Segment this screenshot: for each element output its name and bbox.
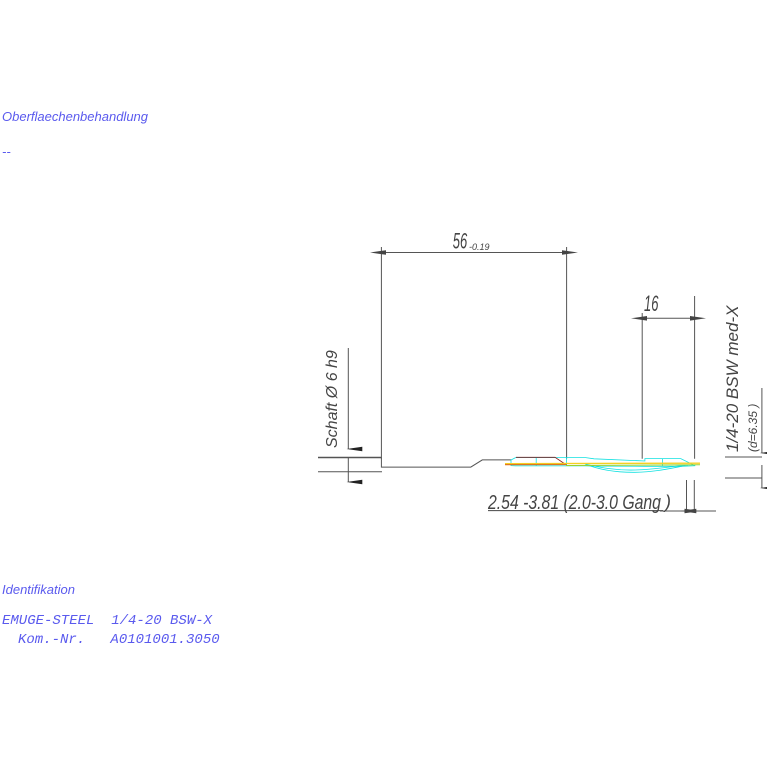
svg-text:-0.19: -0.19 <box>469 242 490 252</box>
svg-text:(d=6.35 ): (d=6.35 ) <box>746 404 760 452</box>
svg-text:16: 16 <box>644 292 658 316</box>
svg-text:): ) <box>663 492 671 512</box>
svg-text:56: 56 <box>453 229 467 253</box>
svg-text:Schaft Ø 6 h9: Schaft Ø 6 h9 <box>324 350 341 448</box>
svg-text:1/4-20 BSW med-X: 1/4-20 BSW med-X <box>723 305 742 452</box>
